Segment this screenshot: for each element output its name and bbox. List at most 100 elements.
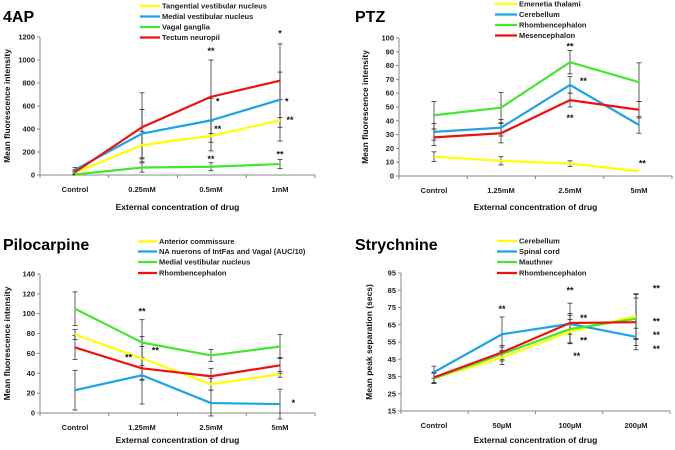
- y-tick-label: 0: [390, 172, 394, 181]
- significance-marker: **: [580, 76, 588, 86]
- y-tick-label: 100: [22, 309, 35, 318]
- series-line-3: [74, 79, 281, 174]
- significance-marker: **: [653, 316, 661, 326]
- x-tick-label: 1.25mM: [487, 186, 515, 195]
- legend-label: Rhombencephalon: [519, 21, 587, 30]
- series-line-3: [433, 321, 637, 379]
- x-axis-label: External concentration of drug: [474, 435, 598, 445]
- y-tick-label: 75: [388, 303, 396, 312]
- y-tick-label: 0: [31, 409, 35, 418]
- legend-label: Rhombencephalon: [519, 269, 587, 278]
- significance-marker: **: [498, 304, 506, 314]
- y-tick-label: 95: [388, 269, 396, 278]
- panel-strychnine: Strychnine 15 25 35 45 55 65 75 85 95 Control 50µM 1…: [355, 237, 671, 445]
- significance-marker: **: [580, 313, 588, 323]
- x-tick-label: 100µM: [558, 421, 581, 430]
- y-tick-label: 200: [22, 148, 35, 157]
- series-line-3: [433, 98, 640, 139]
- significance-marker: **: [566, 285, 574, 295]
- significance-marker: **: [639, 159, 647, 169]
- y-tick-label: 10: [386, 158, 394, 167]
- y-tick-label: 1200: [18, 33, 35, 42]
- legend-label: NA nuerons of IntFas and Vagal (AUC/10): [159, 247, 306, 256]
- significance-marker: **: [207, 46, 215, 56]
- legend-label: Medial vestibular nucleus: [162, 12, 253, 21]
- legend-label: Rhombencephalon: [159, 269, 227, 278]
- y-tick-label: 800: [22, 79, 35, 88]
- chart-title: Strychnine: [355, 237, 438, 254]
- series-line-2: [433, 317, 637, 380]
- y-tick-label: 60: [27, 349, 35, 358]
- x-tick-label: Control: [421, 186, 448, 195]
- x-axis-label: External concentration of drug: [116, 435, 240, 445]
- y-tick-label: 15: [388, 407, 396, 416]
- y-axis-label: Mean peak separation (secs): [364, 284, 374, 400]
- error-bar: [277, 356, 283, 374]
- y-tick-label: 0: [31, 171, 35, 180]
- legend-entry: Anterior commissure: [138, 237, 234, 246]
- significance-marker: **: [138, 307, 146, 317]
- y-tick-label: 60: [386, 89, 394, 98]
- x-tick-label: 0.5mM: [199, 185, 222, 194]
- y-tick-label: 30: [386, 130, 394, 139]
- y-axis-label: Mean fluorescence intensity: [2, 49, 12, 163]
- legend-label: Tangential vestibular nucleus: [162, 2, 267, 11]
- legend-entry: Tectum neuropil: [140, 33, 220, 42]
- y-tick-label: 85: [388, 286, 396, 295]
- y-axis-label: Mean fluorescence intensity: [2, 286, 12, 400]
- significance-marker: **: [566, 41, 574, 51]
- panel-4ap: 4AP 0 200 400 600 800 1000 1200 Control 0.25mM 0.5…: [2, 2, 316, 212]
- x-tick-label: 5mM: [630, 186, 647, 195]
- legend-entry: Emenetia thalami: [495, 0, 581, 9]
- legend-label: Emenetia thalami: [519, 0, 581, 9]
- x-tick-label: 50µM: [493, 421, 512, 430]
- significance-marker: **: [276, 149, 284, 159]
- series-line-1: [433, 322, 637, 374]
- significance-marker: **: [152, 345, 160, 355]
- panel-ptz: PTZ 0 10 20 30 40 50 60 70 80 90 100 Control 1.25mM 2.…: [355, 0, 673, 212]
- x-tick-label: 1mM: [271, 185, 288, 194]
- legend-entry: Rhombencephalon: [138, 269, 227, 278]
- legend-entry: Cerebellum: [497, 237, 560, 246]
- legend-label: Medial vestibular nucleus: [159, 258, 250, 267]
- significance-marker: **: [287, 115, 295, 125]
- significance-marker: **: [653, 344, 661, 354]
- legend-entry: NA nuerons of IntFas and Vagal (AUC/10): [138, 247, 306, 256]
- y-tick-label: 35: [388, 372, 396, 381]
- legend-entry: Cerebellum: [495, 10, 560, 19]
- x-tick-label: 2.5mM: [199, 423, 222, 432]
- y-tick-label: 20: [386, 144, 394, 153]
- series-line-0: [74, 333, 281, 386]
- series-line-1: [433, 83, 640, 133]
- y-tick-label: 400: [22, 125, 35, 134]
- series-line-0: [74, 119, 281, 174]
- legend-entry: Medial vestibular nucleus: [140, 12, 253, 21]
- legend-entry: Medial vestibular nucleus: [138, 258, 250, 267]
- chart-title: Pilocarpine: [3, 237, 89, 254]
- y-tick-label: 90: [386, 47, 394, 56]
- series-line-3: [74, 346, 281, 378]
- significance-marker: **: [573, 351, 581, 361]
- x-tick-label: Control: [421, 421, 448, 430]
- legend-label: Spinal cord: [519, 247, 560, 256]
- y-tick-label: 140: [22, 270, 35, 279]
- y-tick-label: 45: [388, 355, 396, 364]
- series-line-2: [74, 162, 281, 176]
- series-line-2: [74, 307, 281, 357]
- y-tick-label: 80: [386, 61, 394, 70]
- y-tick-label: 25: [388, 389, 396, 398]
- significance-marker: **: [566, 113, 574, 123]
- legend-label: Cerebellum: [519, 10, 560, 19]
- legend-entry: Rhombencephalon: [495, 21, 587, 30]
- significance-marker: *: [292, 398, 296, 408]
- legend-label: Mesencephalon: [519, 31, 576, 40]
- series-line-0: [433, 155, 640, 173]
- y-tick-label: 100: [381, 34, 394, 43]
- legend-label: Mauthner: [519, 258, 553, 267]
- y-tick-label: 70: [386, 75, 394, 84]
- series-line-1: [74, 374, 281, 406]
- y-tick-label: 600: [22, 102, 35, 111]
- series-line-0: [433, 315, 637, 380]
- x-tick-label: 2.5mM: [558, 186, 581, 195]
